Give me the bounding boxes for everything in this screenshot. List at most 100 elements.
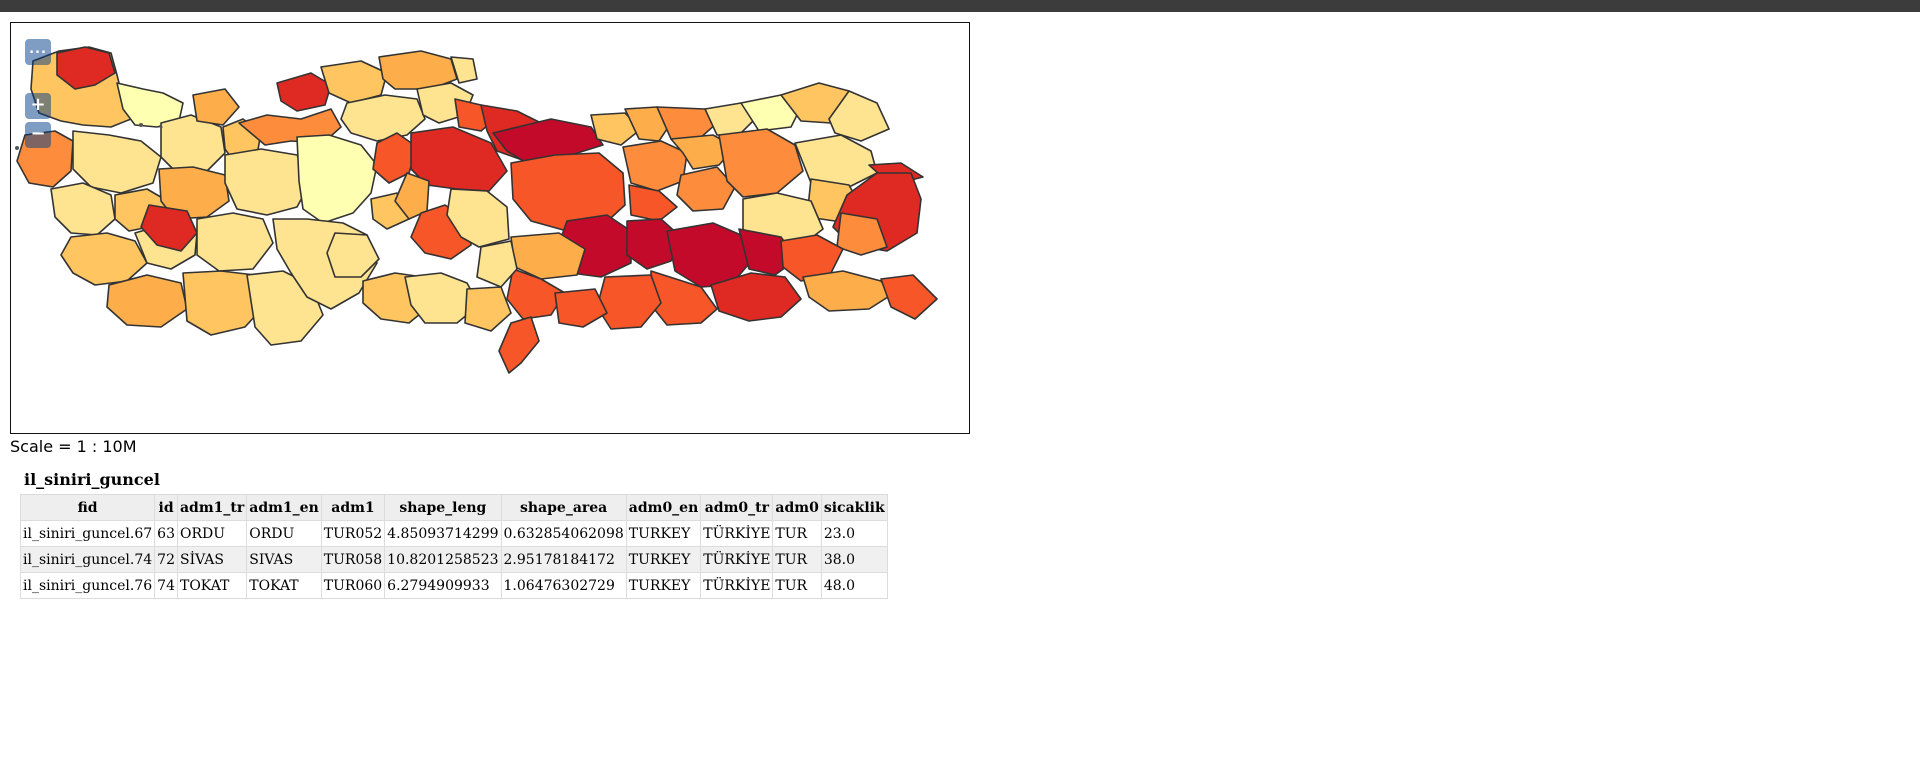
turkey-province-map[interactable]: [11, 23, 970, 434]
column-header: shape_leng: [384, 494, 502, 521]
table-cell: TOKAT: [246, 572, 322, 599]
table-cell: TÜRKİYE: [700, 572, 774, 599]
province-region[interactable]: [666, 222, 754, 288]
layer-title: il_siniri_guncel: [24, 470, 160, 489]
province-region[interactable]: [740, 94, 802, 132]
province-region[interactable]: [656, 106, 718, 140]
table-cell: 2.95178184172: [500, 546, 627, 573]
province-region[interactable]: [828, 90, 890, 142]
province-region[interactable]: [622, 140, 688, 192]
province-region[interactable]: [880, 274, 938, 320]
province-region[interactable]: [464, 286, 512, 332]
table-cell: TOKAT: [176, 572, 248, 599]
map-viewport[interactable]: ... + −: [10, 22, 970, 434]
province-region[interactable]: [340, 94, 426, 142]
table-cell: 10.8201258523: [384, 546, 502, 573]
province-region[interactable]: [410, 126, 508, 192]
table-row: il_siniri_guncel.74 72 SİVAS SIVAS TUR05…: [19, 546, 888, 573]
province-region[interactable]: [224, 148, 312, 216]
province-region[interactable]: [158, 166, 230, 220]
column-header: adm1: [320, 494, 386, 521]
table-cell: TURKEY: [625, 546, 702, 573]
table-cell: il_siniri_guncel.67: [19, 520, 156, 547]
table-cell: TUR: [772, 572, 822, 599]
column-header: shape_area: [500, 494, 627, 521]
table-cell: SIVAS: [246, 546, 322, 573]
table-cell: 0.632854062098: [500, 520, 627, 547]
column-header: adm0: [772, 494, 822, 521]
attribute-table: fid id adm1_tr adm1_en adm1 shape_leng s…: [19, 494, 888, 599]
province-region[interactable]: [140, 204, 198, 252]
province-region[interactable]: [72, 130, 162, 194]
column-header: adm1_en: [246, 494, 322, 521]
province-region[interactable]: [624, 106, 672, 142]
province-region[interactable]: [320, 60, 388, 104]
table-cell: 48.0: [820, 572, 888, 599]
table-cell: TURKEY: [625, 572, 702, 599]
province-region[interactable]: [794, 134, 878, 188]
province-region[interactable]: [276, 72, 332, 112]
table-cell: TUR058: [320, 546, 386, 573]
province-region[interactable]: [554, 288, 608, 328]
province-region[interactable]: [106, 274, 188, 328]
province-region[interactable]: [394, 172, 430, 220]
table-cell: TUR: [772, 546, 822, 573]
table-cell: 23.0: [820, 520, 888, 547]
zoom-in-button[interactable]: +: [25, 93, 51, 119]
province-region[interactable]: [596, 274, 662, 330]
table-row: il_siniri_guncel.76 74 TOKAT TOKAT TUR06…: [19, 572, 888, 599]
table-cell: il_siniri_guncel.74: [19, 546, 156, 573]
table-cell: 4.85093714299: [384, 520, 502, 547]
province-region[interactable]: [836, 212, 888, 256]
province-region[interactable]: [718, 128, 804, 198]
province-region[interactable]: [590, 112, 642, 146]
table-cell: TUR: [772, 520, 822, 547]
province-region[interactable]: [510, 152, 626, 232]
table-cell: 63: [154, 520, 178, 547]
province-region[interactable]: [476, 240, 518, 288]
browser-top-bar: [0, 0, 1920, 12]
province-region[interactable]: [192, 88, 240, 126]
column-header: adm1_tr: [176, 494, 248, 521]
province-region[interactable]: [506, 268, 566, 320]
table-cell: 74: [154, 572, 178, 599]
province-region[interactable]: [492, 118, 604, 164]
table-cell: 6.2794909933: [384, 572, 502, 599]
column-header: adm0_tr: [700, 494, 774, 521]
province-region[interactable]: [498, 316, 540, 374]
province-region[interactable]: [326, 232, 380, 278]
province-region[interactable]: [450, 56, 478, 84]
more-options-button[interactable]: ...: [25, 39, 51, 65]
table-cell: TÜRKİYE: [700, 520, 774, 547]
table-cell: ORDU: [246, 520, 322, 547]
province-region[interactable]: [296, 134, 378, 224]
province-region[interactable]: [676, 166, 736, 212]
scale-label: Scale = 1 : 10M: [10, 437, 137, 456]
column-header: sicaklik: [820, 494, 888, 521]
column-header: fid: [19, 494, 156, 521]
table-cell: ORDU: [176, 520, 248, 547]
column-header: id: [154, 494, 178, 521]
column-header: adm0_en: [625, 494, 702, 521]
table-cell: TUR052: [320, 520, 386, 547]
province-region[interactable]: [50, 182, 116, 236]
province-region[interactable]: [710, 272, 802, 322]
table-row: il_siniri_guncel.67 63 ORDU ORDU TUR052 …: [19, 520, 888, 547]
table-cell: 72: [154, 546, 178, 573]
province-region[interactable]: [56, 46, 116, 90]
province-region[interactable]: [802, 270, 892, 312]
table-cell: 38.0: [820, 546, 888, 573]
province-region[interactable]: [628, 184, 678, 222]
table-cell: TURKEY: [625, 520, 702, 547]
province-region[interactable]: [60, 232, 148, 286]
table-cell: 1.06476302729: [500, 572, 627, 599]
table-header-row: fid id adm1_tr adm1_en adm1 shape_leng s…: [19, 494, 888, 521]
zoom-out-button[interactable]: −: [25, 122, 51, 148]
table-cell: il_siniri_guncel.76: [19, 572, 156, 599]
table-cell: SİVAS: [176, 546, 248, 573]
province-region[interactable]: [670, 134, 736, 170]
table-cell: TUR060: [320, 572, 386, 599]
province-region[interactable]: [704, 102, 756, 136]
province-region[interactable]: [446, 188, 510, 248]
province-region[interactable]: [196, 212, 274, 272]
